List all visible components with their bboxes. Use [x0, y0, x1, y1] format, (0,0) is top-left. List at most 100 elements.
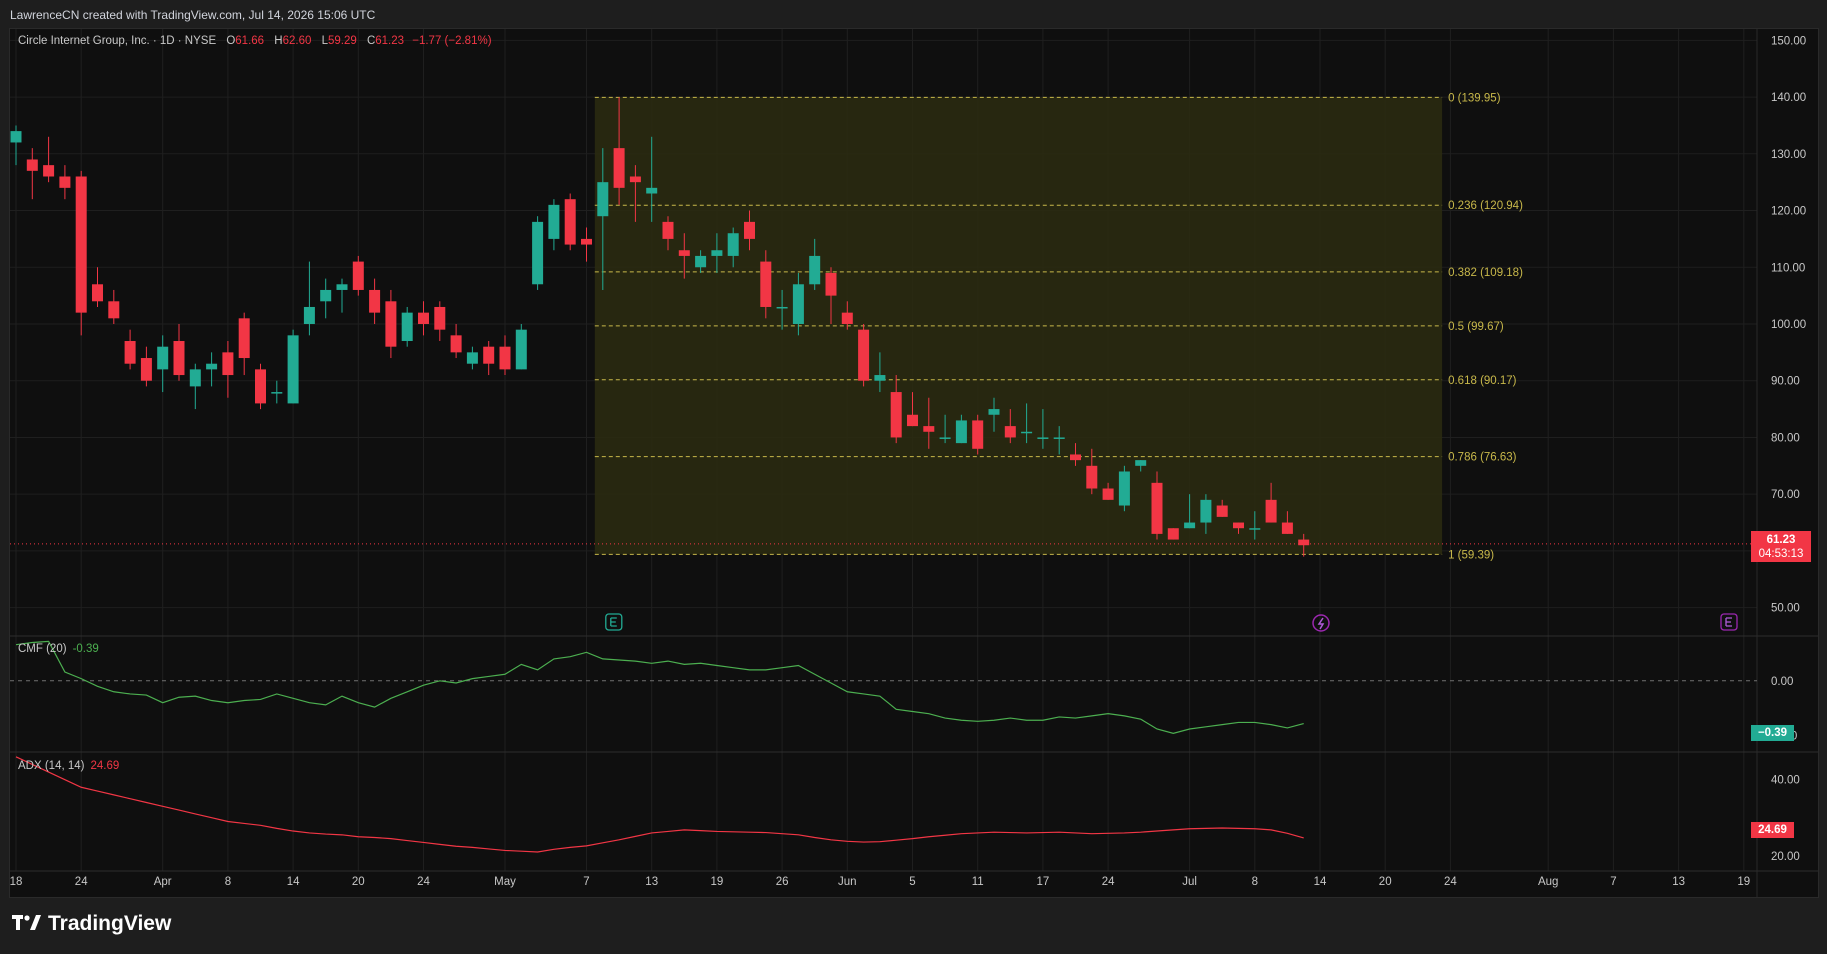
- time-tick-label: 26: [776, 876, 789, 888]
- candle-body: [711, 250, 723, 256]
- candle: [1298, 533, 1310, 557]
- candle-body: [157, 346, 169, 370]
- candle: [466, 346, 478, 370]
- candle: [874, 352, 886, 393]
- candle-body: [939, 437, 951, 439]
- candle-body: [1102, 488, 1114, 500]
- candle: [385, 289, 397, 359]
- tradingview-logo-icon: [12, 911, 42, 937]
- candle: [238, 312, 250, 376]
- candle-body: [369, 289, 381, 313]
- candle: [1184, 494, 1196, 529]
- candle: [841, 301, 853, 330]
- candle: [352, 255, 364, 296]
- candle-body: [1265, 499, 1277, 523]
- candle: [858, 323, 870, 387]
- time-tick-label: 20: [1379, 876, 1392, 888]
- candle-body: [564, 199, 576, 245]
- fib-level-label: 0.382 (109.18): [1448, 267, 1523, 279]
- time-tick-label: 24: [1102, 876, 1115, 888]
- open-label: O: [226, 35, 236, 47]
- fib-level-label: 0.236 (120.94): [1448, 200, 1523, 212]
- time-tick-label: Jun: [838, 876, 857, 888]
- candle-body: [874, 375, 886, 381]
- change-value: −1.77 (−2.81%): [412, 35, 492, 47]
- candle-body: [1281, 522, 1293, 534]
- candle: [1233, 522, 1244, 534]
- candle: [597, 148, 609, 290]
- adx-legend[interactable]: ADX (14, 14) 24.69: [18, 760, 119, 772]
- last-price-value: 61.23: [1766, 534, 1796, 546]
- candle-body: [809, 255, 821, 285]
- candle: [1086, 448, 1098, 495]
- time-tick-label: 11: [972, 876, 984, 888]
- candle-body: [841, 312, 853, 324]
- time-tick-label: 19: [1737, 876, 1750, 888]
- candle-body: [173, 341, 185, 376]
- candle: [173, 323, 185, 381]
- fib-level-label: 0.786 (76.63): [1448, 452, 1517, 464]
- fib-level-label: 0 (139.95): [1448, 92, 1501, 104]
- candle: [532, 216, 544, 290]
- candle-body: [1200, 499, 1212, 523]
- time-tick-label: 13: [1672, 876, 1685, 888]
- candle: [157, 335, 169, 393]
- candle-body: [140, 358, 152, 381]
- symbol-title: Circle Internet Group, Inc. · 1D · NYSE: [18, 35, 217, 47]
- candle: [1037, 409, 1049, 449]
- candle-body: [695, 255, 707, 268]
- adx-tick-label: 20.00: [1771, 851, 1800, 863]
- candle-body: [59, 176, 71, 188]
- candle: [222, 341, 234, 398]
- adx-name: ADX (14, 14): [18, 760, 85, 772]
- time-tick-label: May: [494, 876, 516, 888]
- time-tick-label: 20: [352, 876, 365, 888]
- candle: [336, 278, 348, 313]
- candle: [255, 363, 266, 410]
- candlestick-chart[interactable]: 0 (139.95) 0.236 (120.94) 0.382 (109.18) 0.…: [10, 29, 1818, 897]
- candle-body: [434, 306, 446, 330]
- candle: [271, 380, 283, 404]
- cmf-tick-label: 0.00: [1771, 676, 1793, 688]
- high-value: 62.60: [282, 35, 312, 47]
- price-tick-label: 110.00: [1771, 262, 1805, 274]
- candle-body: [222, 352, 234, 376]
- time-tick-label: 17: [1037, 876, 1050, 888]
- cmf-legend[interactable]: CMF (20) -0.39: [18, 643, 99, 655]
- price-tick-label: 70.00: [1771, 489, 1800, 501]
- candle-body: [385, 301, 397, 347]
- price-tick-label: 150.00: [1771, 35, 1806, 47]
- candle-body: [776, 306, 788, 309]
- chart-panel[interactable]: 0 (139.95) 0.236 (120.94) 0.382 (109.18) 0.…: [9, 28, 1819, 898]
- candle: [548, 199, 560, 251]
- candle: [613, 97, 625, 205]
- candle: [499, 335, 511, 376]
- candle-body: [988, 409, 1000, 415]
- tradingview-brand[interactable]: TradingView: [12, 911, 171, 937]
- candle: [972, 414, 984, 455]
- price-tick-label: 90.00: [1771, 376, 1800, 388]
- cmf-value: -0.39: [72, 643, 99, 655]
- time-tick-label: 8: [225, 876, 231, 888]
- candle-body: [1021, 431, 1033, 434]
- candle-body: [1037, 437, 1049, 439]
- time-tick-label: 24: [1444, 876, 1457, 888]
- candle: [434, 301, 446, 342]
- candle-body: [206, 363, 218, 370]
- candle-body: [43, 165, 55, 177]
- candle-body: [238, 318, 250, 359]
- price-tick-label: 100.00: [1771, 319, 1806, 331]
- candle: [1118, 465, 1130, 512]
- time-tick-label: 24: [417, 876, 430, 888]
- earnings-marker-icon: [605, 613, 623, 631]
- time-tick-label: 24: [75, 876, 88, 888]
- candle: [418, 301, 429, 336]
- candle: [1070, 443, 1081, 466]
- candle-body: [1184, 522, 1196, 529]
- time-tick-label: Aug: [1538, 876, 1558, 888]
- candle: [564, 193, 576, 251]
- candle: [140, 346, 152, 387]
- adx-line: [15, 756, 1304, 853]
- candle-body: [75, 176, 87, 313]
- candle: [10, 125, 22, 166]
